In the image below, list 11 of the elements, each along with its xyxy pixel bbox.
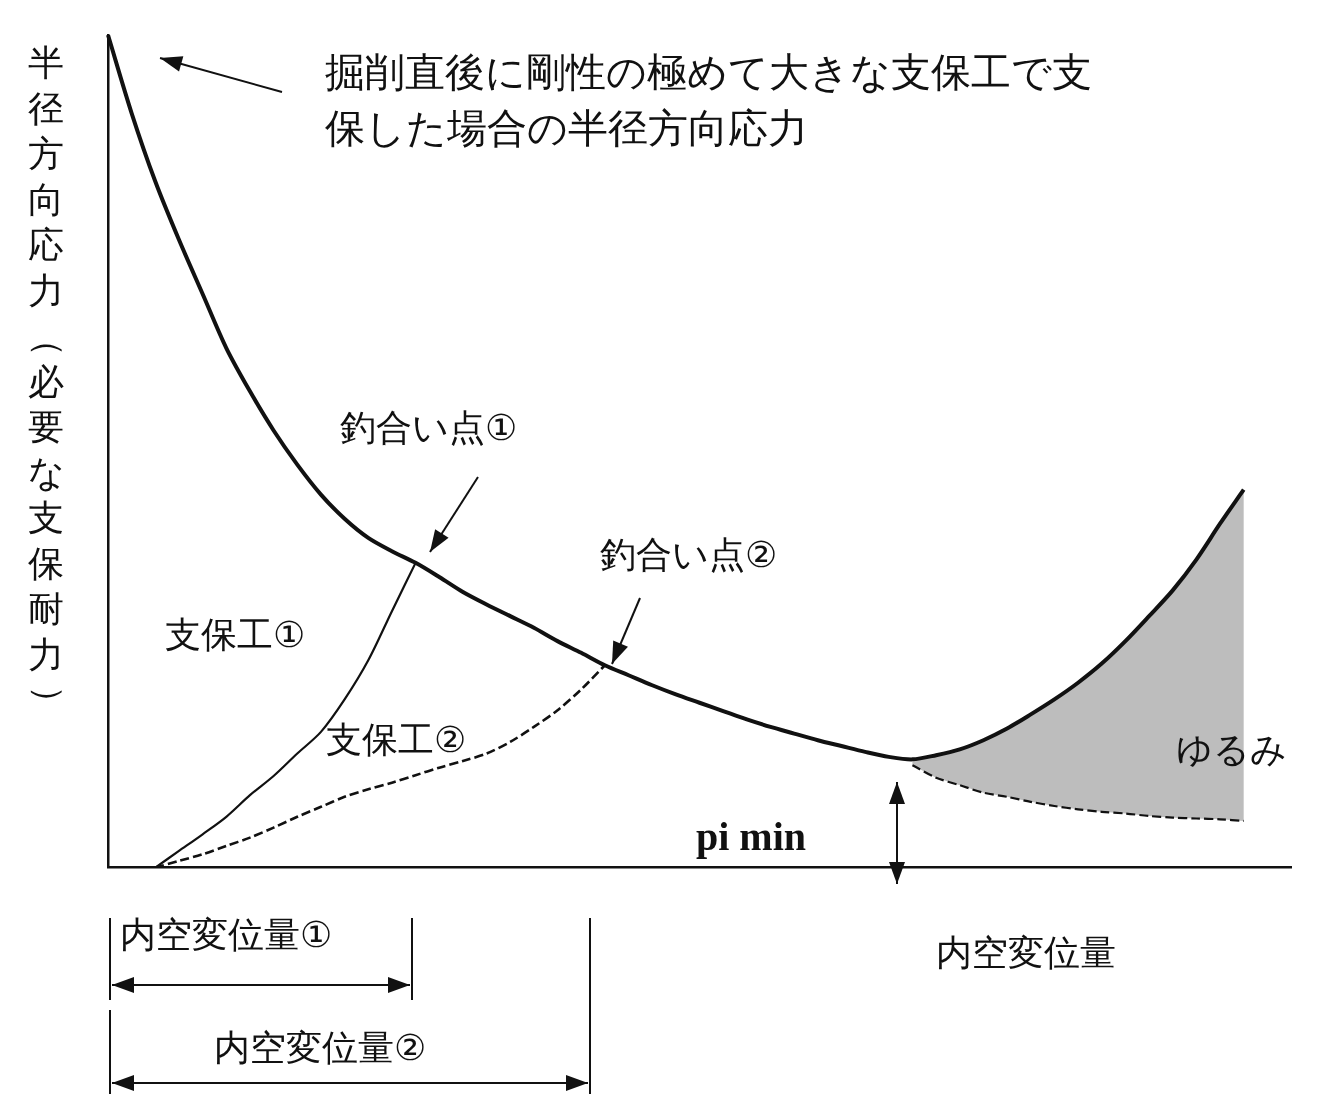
annotation: 釣合い点①	[340, 407, 518, 449]
annotation: pi min	[696, 814, 807, 860]
series-label: 支保工①	[165, 614, 306, 656]
series-label: 支保工②	[326, 719, 467, 761]
text: 半径方向応力（必要な支保耐力）	[27, 42, 70, 721]
text: 内空変位量①	[120, 914, 333, 956]
annotation: 掘削直後に剛性の極めて大きな支保工で支保した場合の半径方向応力	[325, 49, 1092, 152]
annotation: 釣合い点②	[600, 534, 778, 576]
x-axis-title: 内空変位量	[936, 932, 1116, 974]
annotation: ゆるみ	[1176, 729, 1287, 771]
text: 内空変位量②	[214, 1027, 427, 1069]
